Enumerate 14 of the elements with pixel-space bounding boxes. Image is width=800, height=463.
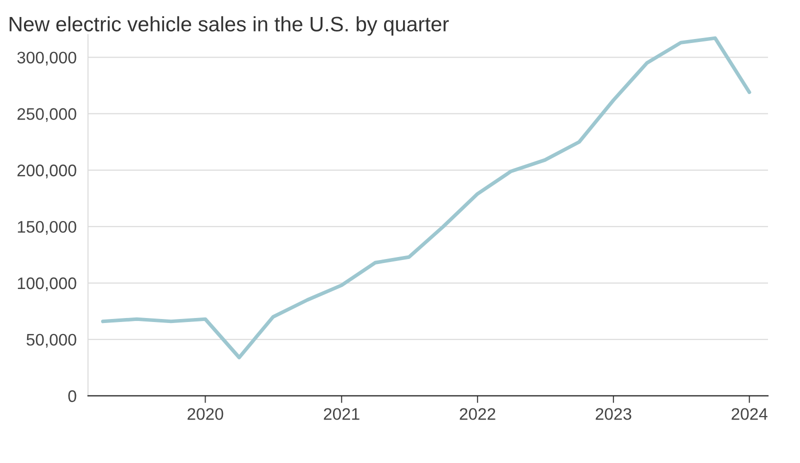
- y-tick-label: 100,000: [18, 277, 76, 292]
- x-tick-label: 2020: [188, 408, 224, 420]
- y-tick-label: 250,000: [17, 108, 76, 122]
- y-tick-label: 50,000: [26, 334, 76, 348]
- x-tick-label: 2022: [460, 408, 496, 420]
- x-tick-label: 2024: [732, 408, 768, 420]
- y-tick-label: 300,000: [17, 52, 76, 66]
- y-tick-label: 0: [68, 390, 76, 402]
- line-series: [101, 36, 752, 360]
- y-tick-label: 200,000: [17, 164, 76, 178]
- x-tick-label: 2021: [324, 408, 360, 420]
- y-tick-label: 150,000: [18, 220, 76, 235]
- x-tick-label: 2023: [596, 408, 632, 420]
- chart-title: New electric vehicle sales in the U.S. by quarter: [10, 16, 449, 36]
